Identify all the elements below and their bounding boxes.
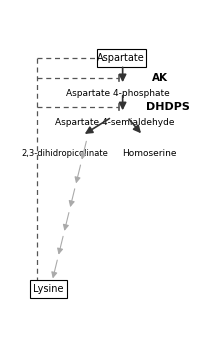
Text: Homoserine: Homoserine — [122, 149, 176, 158]
Text: AK: AK — [152, 73, 168, 83]
Text: Aspartate: Aspartate — [97, 53, 145, 63]
Text: DHDPS: DHDPS — [146, 102, 190, 112]
Text: Lysine: Lysine — [33, 284, 64, 294]
Text: Aspartate 4-phosphate: Aspartate 4-phosphate — [66, 89, 170, 98]
FancyBboxPatch shape — [97, 49, 146, 66]
Text: 2,3-dihidropicolinate: 2,3-dihidropicolinate — [22, 149, 109, 158]
FancyBboxPatch shape — [30, 280, 67, 298]
Text: Aspartate 4-semialdehyde: Aspartate 4-semialdehyde — [55, 118, 175, 127]
